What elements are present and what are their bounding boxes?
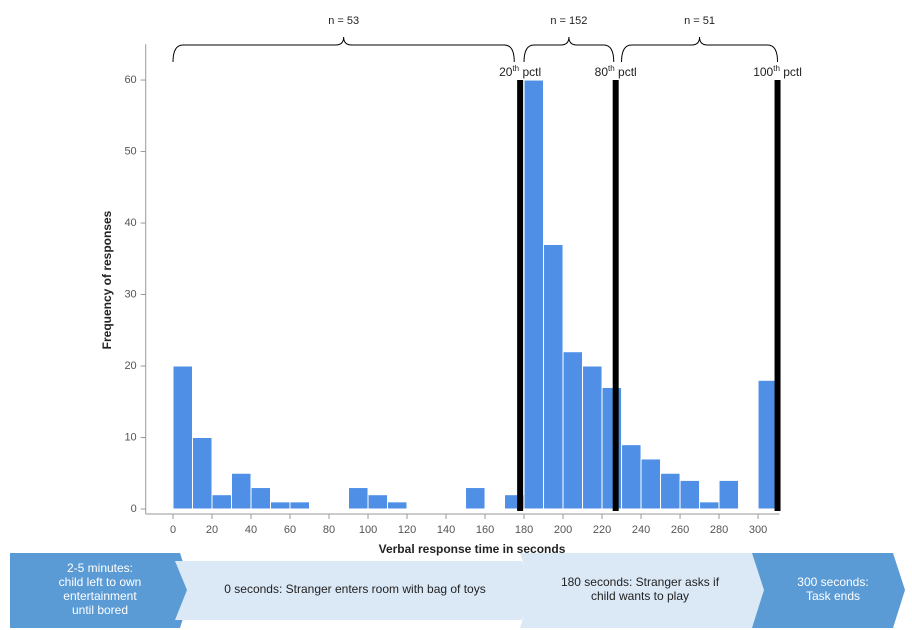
bar [465,487,486,510]
x-tick-label: 260 [671,524,689,536]
percentile-rank: 80 [595,65,609,79]
x-tick-label: 60 [284,524,296,536]
bar [192,437,213,510]
percentile-label: 100th pctl [753,64,802,79]
timeline-label: 300 seconds: Task ends [797,575,868,603]
bar [231,472,252,510]
timeline-arrow [10,553,192,628]
bar [562,351,584,510]
y-axis-label: Frequency of responses [100,210,114,349]
brace [172,36,515,63]
percentile-text: pctl [615,65,637,79]
bar [367,494,389,510]
percentile-ordinal: th [512,64,519,73]
x-tick-label: 300 [749,524,767,536]
x-tick-label: 180 [515,524,533,536]
bar [172,365,194,510]
percentile-text: pctl [780,65,802,79]
bar [270,501,291,510]
bar [679,479,701,510]
brace [523,36,615,63]
y-tick-label: 60 [124,74,136,86]
x-tick-label: 140 [437,524,455,536]
bar [387,501,408,510]
percentile-rank: 20 [499,65,513,79]
y-tick-label: 50 [124,145,136,157]
y-tick-label: 30 [124,288,136,300]
x-tick-label: 200 [554,524,572,536]
x-tick-label: 280 [710,524,728,536]
timeline-label: 2-5 minutes: child left to own entertainme… [59,561,142,617]
percentile-ordinal: th [773,64,780,73]
brace [621,36,779,63]
bar [660,472,681,510]
bar [348,487,369,510]
x-tick-label: 80 [323,524,335,536]
x-tick-label: 0 [170,524,176,536]
bar [250,487,272,510]
x-tick-label: 220 [593,524,611,536]
timeline-arrow [175,561,534,620]
percentile-label: 80th pctl [595,64,637,79]
timeline-label: 0 seconds: Stranger enters room with bag… [224,582,485,596]
x-tick-label: 120 [398,524,416,536]
y-tick-label: 20 [124,360,136,372]
brace-label: n = 51 [684,15,715,27]
brace-label: n = 152 [550,15,587,27]
percentile-rank: 100 [753,65,773,79]
y-tick-label: 40 [124,217,136,229]
percentile-label: 20th pctl [499,64,541,79]
bar [640,458,662,510]
timeline-arrow [752,553,905,628]
bar [289,501,311,510]
x-tick-label: 240 [632,524,650,536]
x-tick-label: 40 [245,524,257,536]
y-tick-label: 0 [131,503,137,515]
bar [699,501,720,510]
x-axis-label: Verbal response time in seconds [379,542,566,556]
bar [718,479,740,510]
percentile-text: pctl [519,65,541,79]
bar [211,494,233,510]
timeline-label: 180 seconds: Stranger asks if child wants… [561,575,720,603]
y-tick-label: 10 [124,431,136,443]
percentile-ordinal: th [608,64,615,73]
x-tick-label: 100 [359,524,377,536]
bar [523,79,545,510]
x-tick-label: 160 [476,524,494,536]
bar [621,444,642,510]
x-tick-label: 20 [206,524,218,536]
timeline-arrow [520,553,770,628]
bar [543,243,564,510]
bar [582,365,603,510]
brace-label: n = 53 [328,15,359,27]
